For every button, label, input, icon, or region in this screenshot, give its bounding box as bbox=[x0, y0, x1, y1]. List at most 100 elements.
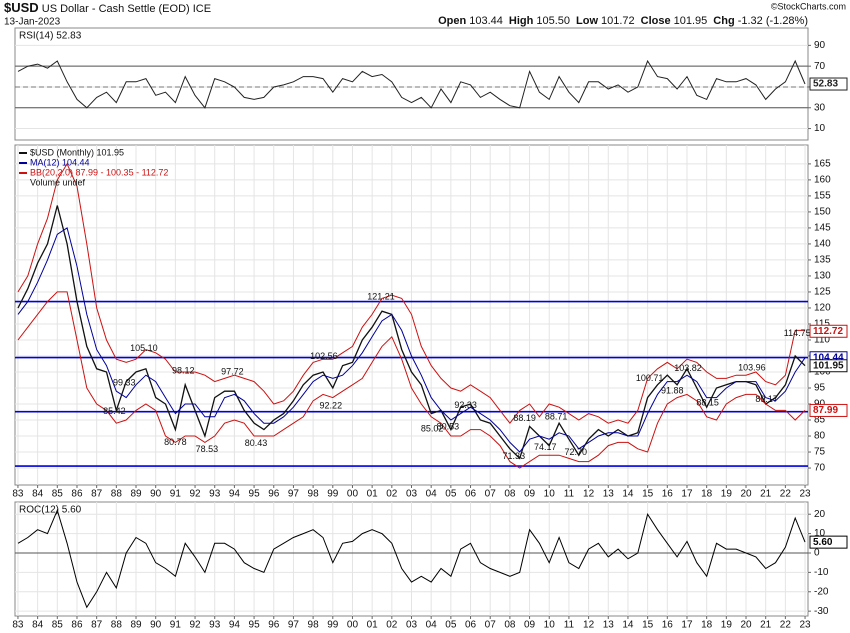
x-tick-label: 03 bbox=[406, 620, 418, 631]
annotation: 114.75 bbox=[784, 328, 811, 338]
last-value-box bbox=[809, 359, 848, 373]
x-tick-label: 83 bbox=[12, 620, 24, 631]
x-tick-label: 15 bbox=[642, 489, 654, 500]
x-tick-label: 97 bbox=[288, 489, 300, 500]
y-tick-label: 75 bbox=[814, 447, 826, 458]
y-tick-label: 160 bbox=[814, 175, 831, 186]
x-tick-label: 08 bbox=[504, 489, 516, 500]
annotation: 85.42 bbox=[103, 406, 126, 416]
y-tick-label: 110 bbox=[814, 335, 830, 346]
annotation: 105.10 bbox=[130, 343, 158, 353]
quote-label: Open bbox=[438, 15, 466, 27]
x-tick-label: 21 bbox=[760, 620, 772, 631]
annotation: 74.17 bbox=[534, 442, 557, 452]
annotation: 80.53 bbox=[437, 422, 460, 432]
x-tick-label: 18 bbox=[701, 620, 713, 631]
legend-entry: MA(12) 104.44 bbox=[30, 157, 90, 167]
annotation: 100.71 bbox=[636, 373, 664, 383]
x-tick-label: 00 bbox=[347, 489, 359, 500]
series-line bbox=[17, 508, 806, 609]
y-tick-label: 130 bbox=[814, 271, 831, 282]
x-tick-label: 95 bbox=[249, 620, 261, 631]
x-tick-label: 95 bbox=[249, 489, 261, 500]
quote-label: High bbox=[509, 15, 534, 27]
x-tick-label: 12 bbox=[583, 489, 595, 500]
x-tick-label: 20 bbox=[740, 620, 752, 631]
annotation: 85.02 bbox=[421, 423, 444, 433]
y-tick-label: 135 bbox=[814, 255, 831, 266]
x-tick-label: 10 bbox=[544, 489, 556, 500]
x-tick-label: 92 bbox=[189, 489, 201, 500]
x-tick-label: 19 bbox=[721, 620, 733, 631]
x-tick-label: 91 bbox=[170, 489, 182, 500]
last-value-label: 52.83 bbox=[813, 79, 838, 90]
x-tick-label: 19 bbox=[721, 489, 733, 500]
x-tick-label: 14 bbox=[622, 620, 634, 631]
series-line bbox=[17, 227, 806, 453]
annotation: 121.21 bbox=[367, 291, 395, 301]
x-tick-label: 90 bbox=[150, 620, 162, 631]
x-tick-label: 05 bbox=[445, 489, 457, 500]
y-tick-label: 70 bbox=[814, 61, 826, 72]
x-tick-label: 09 bbox=[524, 489, 536, 500]
annotation: 72.70 bbox=[565, 447, 588, 457]
annotation: 78.53 bbox=[196, 444, 219, 454]
x-tick-label: 09 bbox=[524, 620, 536, 631]
x-tick-label: 84 bbox=[32, 620, 44, 631]
x-tick-label: 13 bbox=[603, 620, 615, 631]
series-line bbox=[17, 59, 806, 109]
y-tick-label: 0 bbox=[814, 548, 820, 559]
annotation: 80.78 bbox=[164, 437, 187, 447]
annotation: 98.12 bbox=[172, 365, 195, 375]
x-tick-label: 86 bbox=[71, 489, 83, 500]
x-tick-label: 02 bbox=[386, 489, 398, 500]
x-tick-label: 08 bbox=[504, 620, 516, 631]
x-tick-label: 22 bbox=[780, 489, 792, 500]
legend-entry: Volume undef bbox=[30, 177, 86, 187]
quote: Open 103.44 High 105.50 Low 101.72 Close 101.95… bbox=[438, 15, 808, 27]
instrument-name: US Dollar - Cash Settle (EOD) bbox=[42, 3, 190, 15]
x-tick-label: 21 bbox=[760, 489, 772, 500]
y-tick-label: 20 bbox=[814, 509, 826, 520]
y-tick-label: 30 bbox=[814, 102, 826, 113]
x-tick-label: 01 bbox=[367, 489, 379, 500]
last-value-box bbox=[809, 324, 848, 338]
y-tick-label: -20 bbox=[814, 586, 829, 597]
x-tick-label: 20 bbox=[740, 489, 752, 500]
x-tick-label: 17 bbox=[681, 620, 693, 631]
quote-label: Low bbox=[576, 15, 598, 27]
x-tick-label: 14 bbox=[622, 489, 634, 500]
quote-label: Chg bbox=[713, 15, 734, 27]
x-tick-label: 83 bbox=[12, 489, 24, 500]
x-tick-label: 02 bbox=[386, 620, 398, 631]
x-tick-label: 11 bbox=[564, 620, 575, 631]
y-tick-label: 150 bbox=[814, 207, 831, 218]
x-tick-label: 11 bbox=[564, 489, 575, 500]
y-tick-label: 80 bbox=[814, 431, 826, 442]
last-value-box bbox=[809, 77, 848, 91]
x-tick-label: 23 bbox=[799, 620, 811, 631]
annotation: 103.96 bbox=[738, 363, 766, 373]
x-tick-label: 12 bbox=[583, 620, 595, 631]
x-tick-label: 10 bbox=[544, 620, 556, 631]
annotation: 103.82 bbox=[674, 363, 702, 373]
y-tick-label: 120 bbox=[814, 303, 831, 314]
y-tick-label: 115 bbox=[814, 319, 830, 330]
x-tick-label: 91 bbox=[170, 620, 182, 631]
last-value-label: 104.44 bbox=[813, 352, 844, 363]
annotation: 92.22 bbox=[320, 400, 343, 410]
symbol: $USD bbox=[4, 0, 39, 15]
annotation: 102.56 bbox=[310, 351, 338, 361]
y-tick-label: 165 bbox=[814, 159, 831, 170]
x-tick-label: 90 bbox=[150, 489, 162, 500]
x-tick-label: 88 bbox=[111, 489, 123, 500]
x-tick-label: 87 bbox=[91, 620, 103, 631]
x-tick-label: 03 bbox=[406, 489, 418, 500]
annotation: 91.88 bbox=[661, 385, 684, 395]
quote-value: 101.95 bbox=[674, 15, 708, 27]
x-tick-label: 22 bbox=[780, 620, 792, 631]
y-tick-label: 10 bbox=[814, 528, 826, 539]
x-tick-label: 23 bbox=[799, 489, 811, 500]
